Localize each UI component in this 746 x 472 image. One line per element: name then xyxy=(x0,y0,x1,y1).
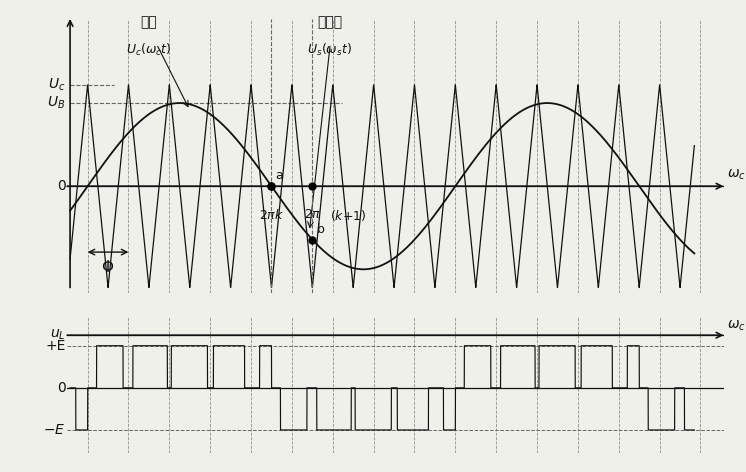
Text: 调制波: 调制波 xyxy=(318,15,342,29)
Text: $\Phi$: $\Phi$ xyxy=(101,259,115,275)
Text: a: a xyxy=(275,169,283,182)
Text: $\omega_c t$: $\omega_c t$ xyxy=(727,166,746,182)
Text: b: b xyxy=(316,222,325,236)
Text: $\omega_c t$: $\omega_c t$ xyxy=(727,317,746,333)
Text: $2\pi k$: $2\pi k$ xyxy=(259,209,284,222)
Text: 0: 0 xyxy=(57,381,66,395)
Text: +E: +E xyxy=(45,339,66,353)
Text: $U_B$: $U_B$ xyxy=(47,95,66,111)
Text: $(k{+}1)$: $(k{+}1)$ xyxy=(330,209,366,223)
Text: $2\pi$: $2\pi$ xyxy=(304,209,322,221)
Text: $U_c$: $U_c$ xyxy=(48,76,66,93)
Text: $U_s(\omega_s t)$: $U_s(\omega_s t)$ xyxy=(307,42,353,59)
Text: $-E$: $-E$ xyxy=(43,423,66,437)
Text: 0: 0 xyxy=(57,179,66,193)
Text: $u_L$: $u_L$ xyxy=(50,328,66,342)
Text: $U_c(\omega_c t)$: $U_c(\omega_c t)$ xyxy=(126,42,172,59)
Text: 载波: 载波 xyxy=(140,15,157,29)
